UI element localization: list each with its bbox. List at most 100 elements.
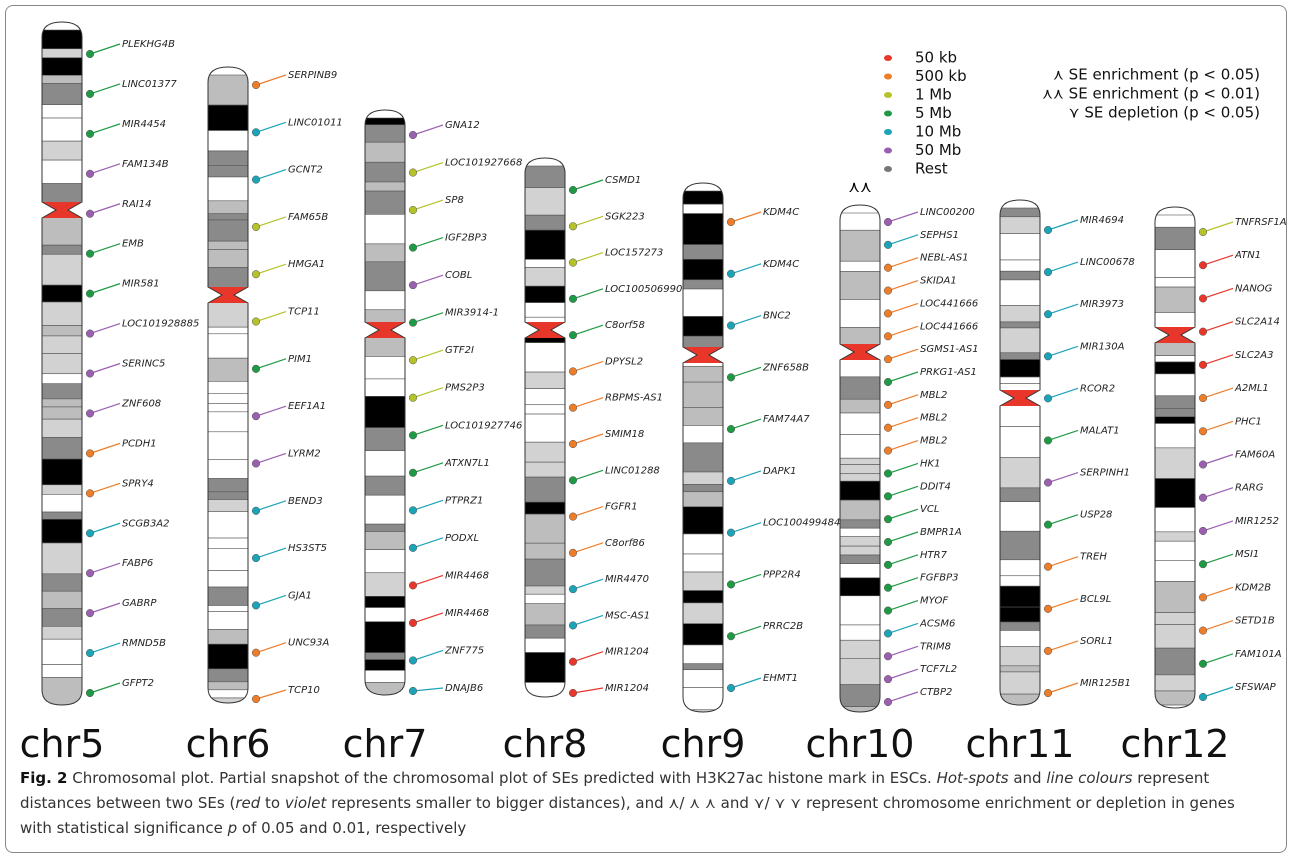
band (208, 432, 248, 460)
gene-connector (90, 563, 120, 573)
band (365, 670, 405, 682)
gene-connector (1048, 262, 1078, 272)
caption-text: line colours (1046, 769, 1132, 787)
gene-label: FGFR1 (605, 502, 638, 513)
gene-connector (573, 543, 603, 553)
gene-connector (731, 212, 761, 222)
band (840, 658, 880, 684)
gene-connector (413, 425, 443, 435)
band (208, 548, 248, 570)
gene-label: BMPR1A (920, 527, 962, 538)
band (525, 343, 565, 372)
gene-label: MIR1252 (1235, 516, 1279, 527)
gene-label: TCP11 (288, 307, 320, 318)
gene-connector (888, 326, 918, 336)
gene-connector (731, 419, 761, 429)
band (683, 408, 723, 426)
band (525, 462, 565, 477)
band (1000, 377, 1040, 383)
gene-connector (90, 244, 120, 254)
gene-dot (409, 544, 417, 552)
gene-label: FAM60A (1235, 450, 1275, 461)
gene-connector (256, 264, 286, 274)
gene-dot (1044, 395, 1052, 403)
gene-label: TCF7L2 (920, 664, 957, 675)
gene-connector (731, 264, 761, 274)
gene-dot (884, 264, 892, 272)
legend-label: 500 kb (915, 67, 967, 85)
gene-dot (1044, 268, 1052, 276)
band (208, 538, 248, 548)
gene-dot (569, 186, 577, 194)
band (365, 573, 405, 597)
band (1000, 531, 1040, 560)
gene-label: TCP10 (288, 685, 320, 696)
gene-dot (569, 549, 577, 557)
band (208, 131, 248, 151)
band (683, 316, 723, 336)
gene-connector (888, 555, 918, 565)
band (42, 591, 82, 608)
gene-dot (252, 270, 260, 278)
band (42, 384, 82, 399)
gene-dot (409, 619, 417, 627)
band (683, 710, 723, 718)
band (683, 366, 723, 382)
band (683, 645, 723, 664)
band (42, 543, 82, 574)
legend-label: 50 Mb (915, 141, 961, 159)
gene-connector (256, 548, 286, 558)
gene-dot (884, 675, 892, 683)
gene-dot (86, 250, 94, 258)
gene-connector (888, 532, 918, 542)
gene-connector (90, 443, 120, 453)
band (1000, 576, 1040, 586)
gene-connector (1203, 222, 1233, 232)
gene-dot (727, 477, 735, 485)
gene-connector (1203, 288, 1233, 298)
gene-label: PHC1 (1235, 416, 1262, 427)
band (42, 105, 82, 118)
gene-label: SEPHS1 (920, 230, 959, 241)
band (683, 472, 723, 484)
band (42, 574, 82, 591)
gene-dot (1044, 479, 1052, 487)
gene-dot (569, 658, 577, 666)
caption-text: red (235, 794, 260, 812)
gene-connector (1203, 621, 1233, 631)
band (525, 604, 565, 625)
caption-text: violet (285, 794, 327, 812)
gene-dot (884, 378, 892, 386)
gene-dot (1199, 527, 1207, 535)
gene-dot (409, 657, 417, 665)
band (42, 118, 82, 141)
band (525, 230, 565, 259)
band (208, 499, 248, 511)
band (42, 30, 82, 49)
gene-label: MBL2 (920, 413, 947, 424)
gene-dot (86, 170, 94, 178)
gene-label: MIR4454 (122, 119, 166, 130)
gene-label: KDM4C (763, 259, 799, 270)
band (42, 354, 82, 374)
gene-label: MIR1204 (605, 683, 649, 694)
gene-label: SPRY4 (122, 478, 154, 489)
band (525, 414, 565, 442)
caption-text: Chromosomal plot. Partial snapshot of th… (72, 769, 936, 787)
gene-label: HMGA1 (288, 259, 325, 270)
gene-label: MSC-AS1 (605, 610, 650, 621)
band (208, 669, 248, 682)
gene-dot (884, 584, 892, 592)
gene-dot (884, 492, 892, 500)
gene-dot (86, 450, 94, 458)
band (525, 268, 565, 287)
gene-connector (1203, 554, 1233, 564)
gene-dot (252, 176, 260, 184)
gene-connector (1048, 220, 1078, 230)
band (42, 184, 82, 205)
centromere (525, 322, 565, 338)
band (683, 554, 723, 572)
gene-label: PRKG1-AS1 (920, 367, 977, 378)
gene-dot (569, 689, 577, 697)
gene-dot (409, 507, 417, 515)
